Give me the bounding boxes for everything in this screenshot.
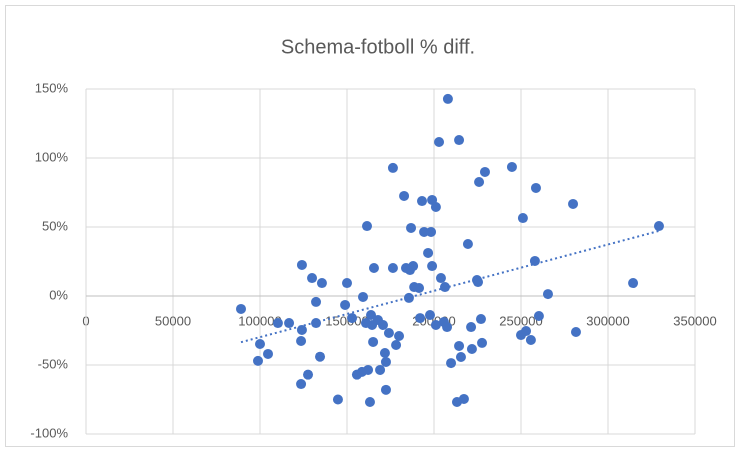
scatter-point [342, 278, 352, 289]
scatter-point [430, 319, 441, 330]
scatter-point [391, 339, 402, 350]
x-tick-label: 350000 [673, 313, 716, 328]
scatter-point [311, 318, 322, 329]
scatter-point [303, 369, 314, 380]
scatter-point [454, 340, 465, 351]
scatter-point [416, 196, 427, 207]
y-tick-label: 0% [49, 287, 68, 302]
scatter-point [435, 273, 446, 284]
scatter-point [272, 318, 283, 329]
scatter-point [466, 322, 477, 333]
scatter-point [474, 177, 485, 188]
scatter-point [542, 289, 553, 300]
scatter-point [315, 351, 326, 362]
scatter-point [307, 273, 318, 284]
scatter-point [366, 310, 377, 321]
scatter-point [442, 322, 453, 333]
scatter-point [479, 166, 490, 177]
scatter-point [399, 190, 410, 201]
scatter-point [378, 319, 389, 330]
x-tick-label: 100000 [238, 313, 281, 328]
y-tick-label: 150% [35, 80, 69, 95]
scatter-point [442, 93, 453, 104]
scatter-point [430, 201, 441, 212]
scatter-point [628, 278, 639, 289]
scatter-point [533, 311, 544, 322]
chart-title: Schema-fotboll % diff. [281, 36, 475, 58]
scatter-point [364, 396, 375, 407]
scatter-point [570, 327, 581, 338]
scatter-point [296, 335, 307, 346]
y-tick-label: -100% [30, 425, 68, 440]
scatter-point [529, 255, 540, 266]
scatter-point [380, 384, 391, 395]
scatter-point [517, 213, 528, 224]
scatter-point [296, 324, 307, 335]
scatter-point [458, 393, 469, 404]
scatter-point [521, 326, 532, 337]
scatter-point [368, 336, 379, 347]
scatter-point [363, 364, 374, 375]
scatter-point [419, 226, 430, 237]
x-tick-label: 50000 [155, 313, 191, 328]
scatter-point [408, 261, 419, 272]
y-tick-label: 50% [42, 218, 68, 233]
scatter-point [403, 292, 414, 303]
trendline [240, 229, 660, 344]
x-tick-label: 150000 [325, 313, 368, 328]
scatter-point [296, 259, 307, 270]
scatter-point [362, 221, 373, 232]
scatter-point [439, 282, 450, 293]
scatter-point [424, 310, 435, 321]
y-tick-label: 100% [35, 149, 69, 164]
scatter-point [394, 331, 405, 342]
scatter-point [415, 313, 426, 324]
scatter-point [423, 247, 434, 258]
scatter-point [255, 339, 265, 350]
scatter-point [446, 358, 457, 369]
scatter-point [653, 221, 664, 232]
scatter-point [347, 313, 358, 324]
scatter-point [340, 299, 351, 310]
scatter-point [284, 318, 295, 329]
scatter-point [466, 343, 477, 354]
x-tick-label: 300000 [586, 313, 629, 328]
scatter-point [426, 226, 437, 237]
scatter-point [263, 348, 274, 359]
scatter-point [477, 337, 488, 348]
scatter-point [379, 347, 390, 358]
scatter-point [454, 135, 465, 146]
scatter-point [525, 335, 536, 346]
scatter-point [358, 291, 369, 302]
scatter-point [434, 136, 445, 147]
scatter-point [375, 364, 386, 375]
scatter-point [473, 277, 484, 288]
scatter-point [235, 303, 246, 314]
scatter-point [427, 261, 438, 272]
scatter-point [316, 278, 327, 289]
scatter-point [406, 222, 417, 233]
scatter-point [387, 162, 398, 173]
scatter-point [462, 238, 473, 249]
scatter-point [414, 282, 425, 293]
x-tick-label: 250000 [499, 313, 542, 328]
scatter-point [380, 356, 391, 367]
scatter-point [568, 198, 579, 209]
scatter-point [368, 262, 379, 273]
scatter-point [506, 161, 517, 172]
scatter-point [296, 379, 307, 390]
y-tick-label: -50% [38, 356, 69, 371]
scatter-point [475, 314, 486, 325]
scatter-point [455, 351, 466, 362]
scatter-point [311, 296, 322, 307]
scatter-point [383, 327, 394, 338]
scatter-point [332, 394, 343, 405]
scatter-point [530, 182, 541, 193]
scatter-point [387, 262, 398, 273]
scatter-point [252, 355, 263, 366]
